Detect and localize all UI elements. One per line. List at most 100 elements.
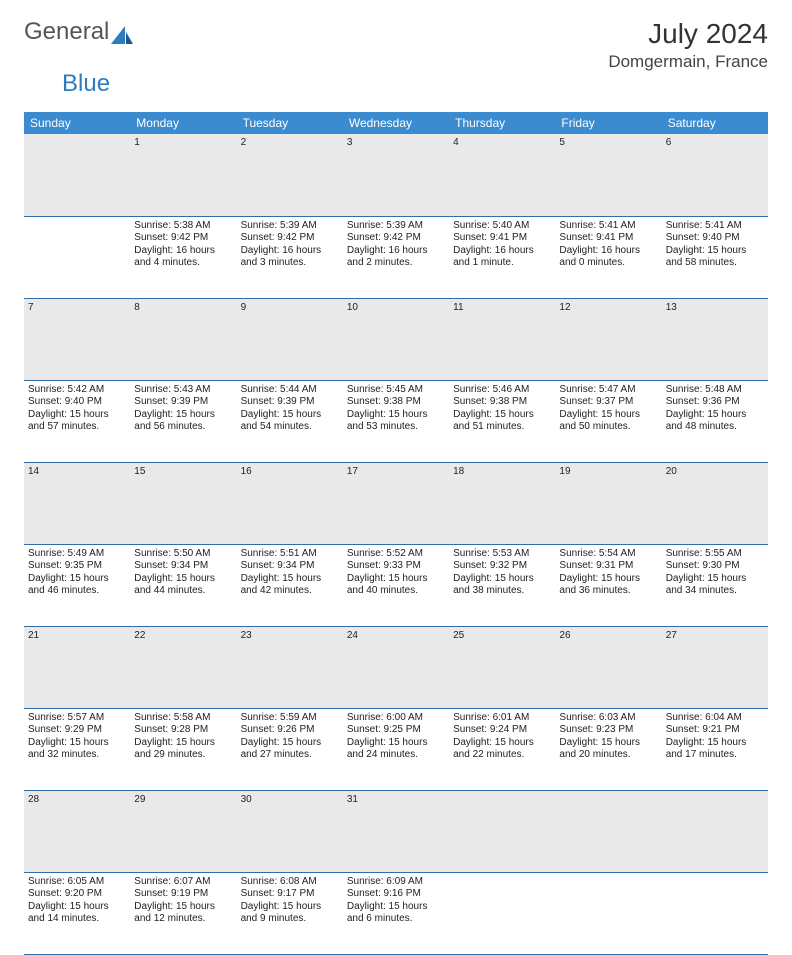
week-row: Sunrise: 5:57 AMSunset: 9:29 PM Daylight:… xyxy=(24,708,768,790)
sunset-line: Sunset: 9:16 PM xyxy=(347,888,445,901)
day-number-row: 14151617181920 xyxy=(24,462,768,544)
brand-word-2: Blue xyxy=(62,70,768,98)
daylight-line-2: and 51 minutes. xyxy=(453,421,551,434)
daylight-line-2: and 32 minutes. xyxy=(28,749,126,762)
daylight-line-2: and 6 minutes. xyxy=(347,913,445,926)
sunset-line: Sunset: 9:40 PM xyxy=(28,396,126,409)
calendar-table: SundayMondayTuesdayWednesdayThursdayFrid… xyxy=(24,112,768,955)
daylight-line-1: Daylight: 15 hours xyxy=(241,409,339,422)
day-cell: Sunrise: 5:41 AMSunset: 9:41 PMDaylight:… xyxy=(555,216,661,298)
sunset-line: Sunset: 9:36 PM xyxy=(666,396,764,409)
day-cell: Sunrise: 5:47 AMSunset: 9:37 PMDaylight:… xyxy=(555,380,661,462)
day-cell: Sunrise: 5:51 AMSunset: 9:34 PMDaylight:… xyxy=(237,544,343,626)
day-number: 20 xyxy=(662,462,768,544)
sunset-line: Sunset: 9:30 PM xyxy=(666,560,764,573)
day-number-row: 78910111213 xyxy=(24,298,768,380)
day-cell: Sunrise: 5:55 AMSunset: 9:30 PMDaylight:… xyxy=(662,544,768,626)
sunrise-line: Sunrise: 5:41 AM xyxy=(559,220,657,233)
day-number-row: 21222324252627 xyxy=(24,626,768,708)
day-header: Friday xyxy=(555,112,661,134)
brand-logo: General xyxy=(24,18,135,46)
sunrise-line: Sunrise: 5:40 AM xyxy=(453,220,551,233)
sunset-line: Sunset: 9:42 PM xyxy=(347,232,445,245)
day-cell: Sunrise: 5:57 AMSunset: 9:29 PMDaylight:… xyxy=(24,708,130,790)
sunset-line: Sunset: 9:24 PM xyxy=(453,724,551,737)
day-number: 17 xyxy=(343,462,449,544)
day-header: Thursday xyxy=(449,112,555,134)
day-number: 5 xyxy=(555,134,661,216)
sunrise-line: Sunrise: 6:09 AM xyxy=(347,876,445,889)
sunrise-line: Sunrise: 5:57 AM xyxy=(28,712,126,725)
day-number xyxy=(555,790,661,872)
daylight-line-1: Daylight: 15 hours xyxy=(453,737,551,750)
sunset-line: Sunset: 9:29 PM xyxy=(28,724,126,737)
daylight-line-1: Daylight: 15 hours xyxy=(559,573,657,586)
sunrise-line: Sunrise: 5:48 AM xyxy=(666,384,764,397)
week-row: Sunrise: 5:49 AMSunset: 9:35 PMDaylight:… xyxy=(24,544,768,626)
daylight-line-2: and 4 minutes. xyxy=(134,257,232,270)
sunrise-line: Sunrise: 5:45 AM xyxy=(347,384,445,397)
daylight-line-2: and 27 minutes. xyxy=(241,749,339,762)
daylight-line-1: Daylight: 15 hours xyxy=(347,737,445,750)
brand-word-1: General xyxy=(24,18,109,46)
day-number: 21 xyxy=(24,626,130,708)
daylight-line-2: and 46 minutes. xyxy=(28,585,126,598)
sunset-line: Sunset: 9:23 PM xyxy=(559,724,657,737)
day-header: Saturday xyxy=(662,112,768,134)
daylight-line-1: Daylight: 15 hours xyxy=(666,409,764,422)
day-number: 23 xyxy=(237,626,343,708)
sunrise-line: Sunrise: 6:03 AM xyxy=(559,712,657,725)
day-cell: Sunrise: 5:38 AMSunset: 9:42 PMDaylight:… xyxy=(130,216,236,298)
sunset-line: Sunset: 9:40 PM xyxy=(666,232,764,245)
daylight-line-2: and 53 minutes. xyxy=(347,421,445,434)
sunset-line: Sunset: 9:42 PM xyxy=(241,232,339,245)
title-block: July 2024 Domgermain, France xyxy=(608,18,768,72)
day-cell: Sunrise: 6:09 AMSunset: 9:16 PMDaylight:… xyxy=(343,872,449,954)
sunset-line: Sunset: 9:41 PM xyxy=(453,232,551,245)
title-location: Domgermain, France xyxy=(608,52,768,72)
daylight-line-2: and 22 minutes. xyxy=(453,749,551,762)
day-number: 7 xyxy=(24,298,130,380)
day-header: Tuesday xyxy=(237,112,343,134)
sunset-line: Sunset: 9:39 PM xyxy=(241,396,339,409)
day-cell: Sunrise: 5:54 AMSunset: 9:31 PMDaylight:… xyxy=(555,544,661,626)
sunrise-line: Sunrise: 5:43 AM xyxy=(134,384,232,397)
week-row: Sunrise: 5:38 AMSunset: 9:42 PMDaylight:… xyxy=(24,216,768,298)
sunset-line: Sunset: 9:41 PM xyxy=(559,232,657,245)
day-number: 18 xyxy=(449,462,555,544)
sunset-line: Sunset: 9:38 PM xyxy=(453,396,551,409)
sail-icon xyxy=(111,23,133,41)
sunrise-line: Sunrise: 6:00 AM xyxy=(347,712,445,725)
day-cell: Sunrise: 6:08 AMSunset: 9:17 PMDaylight:… xyxy=(237,872,343,954)
day-cell: Sunrise: 5:44 AMSunset: 9:39 PMDaylight:… xyxy=(237,380,343,462)
day-number: 31 xyxy=(343,790,449,872)
daylight-line-1: Daylight: 15 hours xyxy=(347,901,445,914)
calendar-body: 123456 Sunrise: 5:38 AMSunset: 9:42 PMDa… xyxy=(24,134,768,954)
sunset-line: Sunset: 9:34 PM xyxy=(134,560,232,573)
day-number: 28 xyxy=(24,790,130,872)
day-number: 6 xyxy=(662,134,768,216)
sunrise-line: Sunrise: 6:08 AM xyxy=(241,876,339,889)
daylight-line-2: and 58 minutes. xyxy=(666,257,764,270)
day-number: 26 xyxy=(555,626,661,708)
daylight-line-1: Daylight: 15 hours xyxy=(453,573,551,586)
day-cell: Sunrise: 5:58 AMSunset: 9:28 PMDaylight:… xyxy=(130,708,236,790)
sunset-line: Sunset: 9:17 PM xyxy=(241,888,339,901)
sunrise-line: Sunrise: 5:55 AM xyxy=(666,548,764,561)
sunrise-line: Sunrise: 6:07 AM xyxy=(134,876,232,889)
sunrise-line: Sunrise: 6:04 AM xyxy=(666,712,764,725)
day-cell: Sunrise: 5:50 AMSunset: 9:34 PMDaylight:… xyxy=(130,544,236,626)
daylight-line-1: Daylight: 16 hours xyxy=(134,245,232,258)
daylight-line-1: Daylight: 15 hours xyxy=(666,737,764,750)
day-number xyxy=(662,790,768,872)
daylight-line-2: and 42 minutes. xyxy=(241,585,339,598)
daylight-line-2: and 44 minutes. xyxy=(134,585,232,598)
day-cell: Sunrise: 5:41 AMSunset: 9:40 PMDaylight:… xyxy=(662,216,768,298)
day-number: 22 xyxy=(130,626,236,708)
daylight-line-1: Daylight: 15 hours xyxy=(134,409,232,422)
sunset-line: Sunset: 9:33 PM xyxy=(347,560,445,573)
sunrise-line: Sunrise: 5:41 AM xyxy=(666,220,764,233)
day-number: 3 xyxy=(343,134,449,216)
day-cell: Sunrise: 5:59 AMSunset: 9:26 PMDaylight:… xyxy=(237,708,343,790)
daylight-line-1: Daylight: 15 hours xyxy=(559,409,657,422)
